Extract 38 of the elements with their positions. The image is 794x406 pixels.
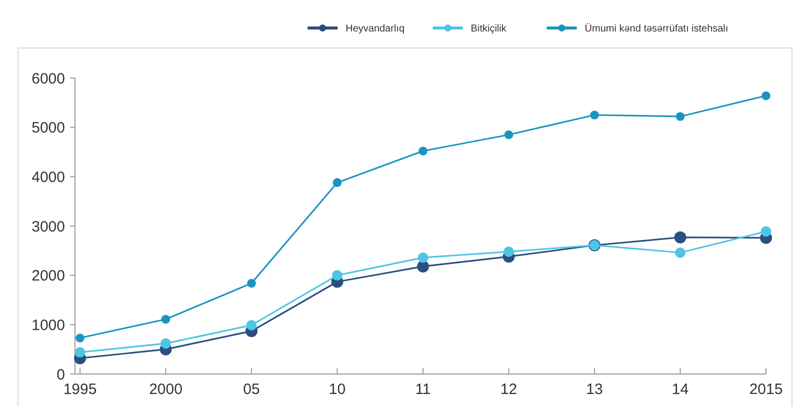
point [504,246,514,257]
point [247,278,256,288]
point [332,178,342,187]
x-tick-label: 12 [500,381,518,398]
y-tick-label: 1000 [32,316,65,334]
point [417,260,429,272]
point [161,314,170,324]
point [246,320,257,330]
point [418,146,428,156]
y-tick-label: 5000 [32,120,65,137]
x-tick-label: 14 [672,381,689,398]
y-tick-label: 6000 [32,70,65,88]
x-tick-label: 13 [586,381,603,398]
x-tick-label: 2015 [749,381,783,398]
point [760,226,772,237]
y-tick-label: 0 [56,366,65,384]
y-tick-label: 3000 [32,218,65,236]
point [76,334,84,342]
point [590,110,599,120]
y-tick-label: 2000 [32,268,65,285]
point [676,112,685,121]
point [675,247,686,258]
point [160,338,171,349]
point [74,347,86,358]
point [332,270,342,281]
point [762,91,770,100]
y-tick-label: 4000 [32,168,65,186]
x-tick-label: 11 [415,381,431,398]
legend-label: Heyvandarlıq [346,24,405,34]
x-tick-label: 05 [243,381,260,398]
x-tick-label: 10 [328,381,346,398]
x-tick-label: 2000 [149,381,182,398]
x-tick-label: 1995 [63,381,97,398]
legend-label: Ümumi kənd təsərrüfatı istehsalı [584,22,728,34]
point [674,231,686,244]
legend-label: Bitkiçilik [470,24,508,34]
point [504,130,514,140]
point [418,252,428,263]
